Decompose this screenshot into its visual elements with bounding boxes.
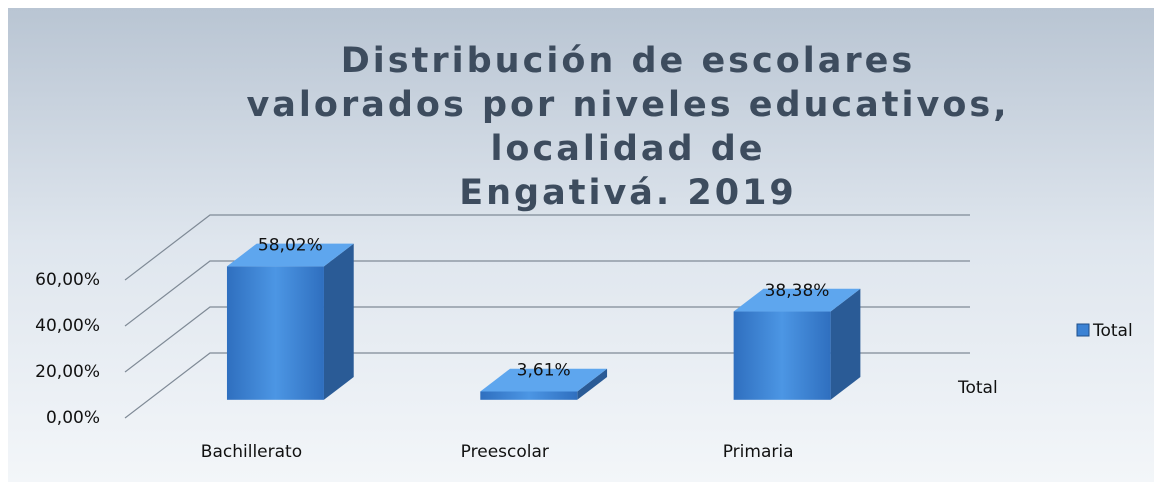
legend-label: Total <box>1092 321 1133 341</box>
bar-side <box>830 288 861 400</box>
bar-front <box>733 311 831 400</box>
x-tick-label: Bachillerato <box>201 442 302 462</box>
bar-top <box>226 243 354 267</box>
bar <box>480 368 608 400</box>
bar-side <box>323 243 354 400</box>
y-tick-label: 20,00% <box>35 362 100 382</box>
bar <box>733 288 861 400</box>
bar-front <box>226 266 324 400</box>
chart-title: Distribución de escolares valorados por n… <box>246 41 1009 213</box>
chart-background <box>8 8 1154 482</box>
grid-line <box>124 352 970 419</box>
bar-side <box>577 368 608 400</box>
y-tick-label: 40,00% <box>35 316 100 336</box>
grid-line <box>124 306 970 373</box>
legend-swatch <box>1076 323 1090 337</box>
x-tick-label: Preescolar <box>461 442 549 462</box>
data-label: 38,38% <box>765 281 830 301</box>
grid-line <box>124 214 970 281</box>
data-label: 58,02% <box>258 236 323 256</box>
data-label: 3,61% <box>517 361 571 381</box>
bar-top <box>480 368 608 392</box>
bar <box>226 243 354 400</box>
y-tick-label: 0,00% <box>46 408 100 428</box>
bar-front <box>480 391 578 400</box>
depth-label: Total <box>957 378 998 398</box>
grid-line <box>124 260 970 327</box>
x-tick-label: Primaria <box>723 442 794 462</box>
bar-top <box>733 288 861 312</box>
y-tick-label: 60,00% <box>35 270 100 290</box>
